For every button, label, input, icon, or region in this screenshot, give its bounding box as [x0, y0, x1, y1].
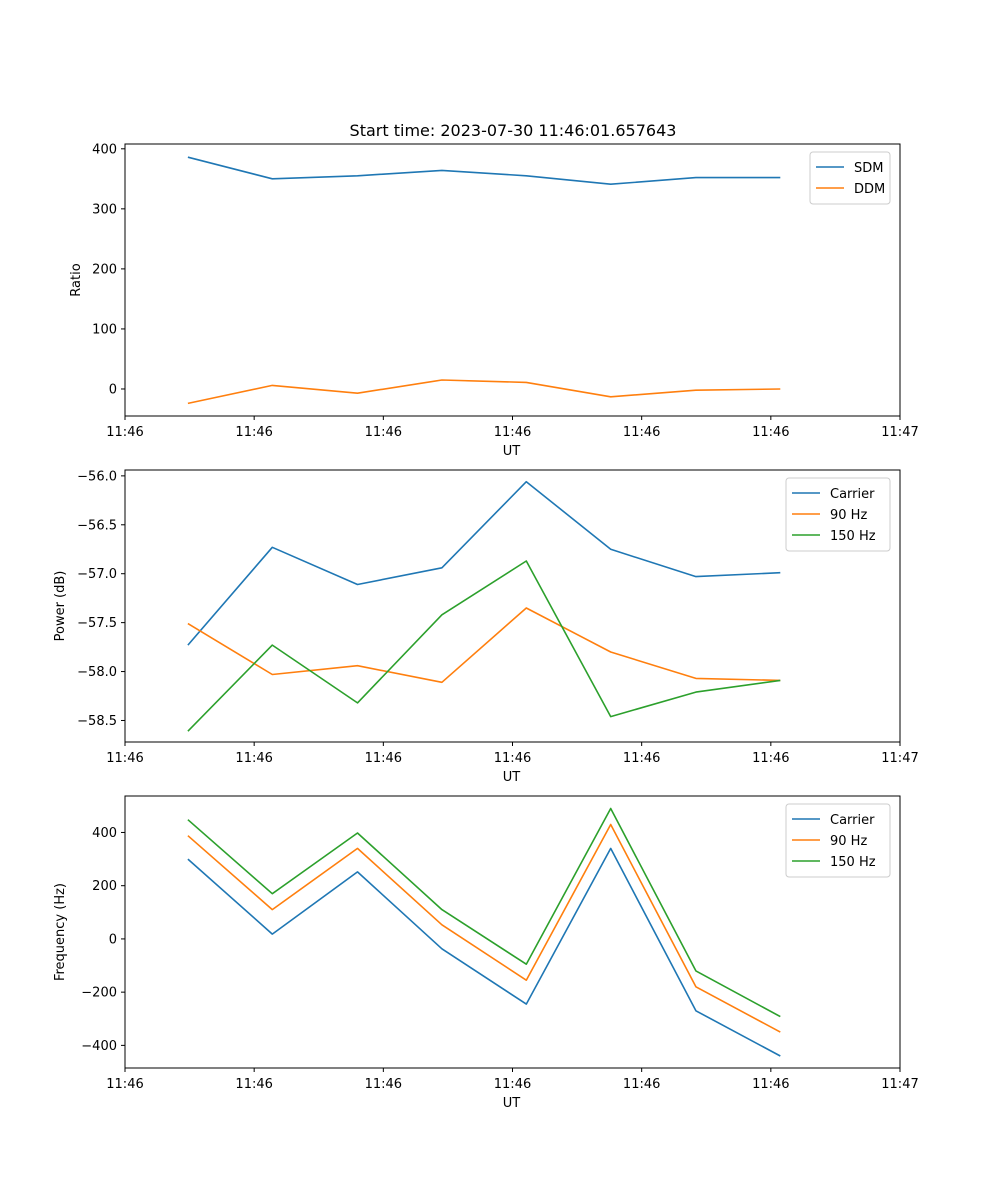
x-tick-label: 11:47	[881, 425, 918, 440]
x-tick-label: 11:46	[365, 425, 402, 440]
x-axis-label: UT	[503, 1096, 521, 1111]
x-tick-label: 11:46	[623, 1077, 660, 1092]
subplot-3: −400 −200 0 200 400 11:46 11:46 11:46 11:46 11:46…	[53, 795, 919, 1111]
series-line-carrier	[187, 480, 781, 646]
subplot-1: 0 100 200 300 400 11:46 11:46 11:46 11:46 11:46 11…	[69, 142, 919, 459]
legend-box	[785, 477, 891, 552]
legend-label: 90 Hz	[830, 508, 867, 523]
series-line-sdm	[187, 156, 781, 185]
series-line-150-hz	[187, 807, 781, 1018]
y-tick-label: −58.0	[77, 665, 117, 680]
x-tick-label: 11:46	[235, 751, 272, 766]
legend-label: Carrier	[830, 813, 875, 828]
y-axis-label: Ratio	[69, 263, 84, 296]
legend-label: 150 Hz	[830, 855, 876, 870]
y-tick-label: −56.0	[77, 469, 117, 484]
y-tick-label: 200	[92, 879, 117, 894]
y-tick-label: 400	[92, 826, 117, 841]
x-tick-label: 11:46	[494, 425, 531, 440]
x-tick-label: 11:46	[494, 751, 531, 766]
legend-label: SDM	[854, 161, 883, 176]
legend: Carrier 90 Hz 150 Hz	[785, 803, 891, 878]
x-tick-label: 11:46	[494, 1077, 531, 1092]
y-tick-label: −400	[81, 1039, 117, 1054]
series-line-ddm	[187, 379, 781, 405]
x-tick-label: 11:46	[235, 1077, 272, 1092]
y-tick-label: 100	[92, 322, 117, 337]
y-tick-label: 400	[92, 142, 117, 157]
x-tick-label: 11:46	[106, 425, 143, 440]
x-axis-label: UT	[503, 770, 521, 785]
x-tick-label: 11:46	[365, 1077, 402, 1092]
subplot-2: −58.5 −58.0 −57.5 −57.0 −56.5 −56.0 11:46 11:46…	[53, 469, 919, 785]
y-axis-label: Power (dB)	[53, 571, 68, 642]
x-tick-label: 11:46	[623, 751, 660, 766]
legend: SDM DDM	[809, 151, 891, 205]
y-tick-label: −58.5	[77, 714, 117, 729]
x-axis-label: UT	[503, 444, 521, 459]
x-tick-label: 11:46	[235, 425, 272, 440]
y-tick-label: −200	[81, 986, 117, 1001]
series-line-90-hz	[187, 823, 781, 1033]
legend-box	[809, 151, 891, 205]
y-axis-label: Frequency (Hz)	[53, 883, 68, 981]
y-tick-label: 300	[92, 202, 117, 217]
series-line-carrier	[187, 847, 781, 1057]
series-line-150-hz	[187, 560, 781, 732]
x-tick-label: 11:46	[106, 1077, 143, 1092]
series-line-90-hz	[187, 607, 781, 684]
y-tick-label: −57.0	[77, 567, 117, 582]
legend-label: 150 Hz	[830, 529, 876, 544]
y-tick-label: 0	[109, 932, 117, 947]
x-tick-label: 11:47	[881, 751, 918, 766]
x-tick-label: 11:46	[752, 751, 789, 766]
x-tick-label: 11:46	[365, 751, 402, 766]
legend-label: 90 Hz	[830, 834, 867, 849]
x-tick-label: 11:46	[106, 751, 143, 766]
x-tick-label: 11:46	[752, 425, 789, 440]
y-tick-label: 200	[92, 262, 117, 277]
y-tick-label: −57.5	[77, 616, 117, 631]
legend-box	[785, 803, 891, 878]
x-tick-label: 11:46	[752, 1077, 789, 1092]
legend-label: DDM	[854, 182, 885, 197]
x-tick-label: 11:47	[881, 1077, 918, 1092]
subplots: 0 100 200 300 400 11:46 11:46 11:46 11:46 11:46 11…	[53, 142, 919, 1111]
y-tick-label: 0	[109, 382, 117, 397]
legend-label: Carrier	[830, 487, 875, 502]
figure-title: Start time: 2023-07-30 11:46:01.657643	[350, 121, 677, 140]
x-tick-label: 11:46	[623, 425, 660, 440]
y-tick-label: −56.5	[77, 518, 117, 533]
legend: Carrier 90 Hz 150 Hz	[785, 477, 891, 552]
